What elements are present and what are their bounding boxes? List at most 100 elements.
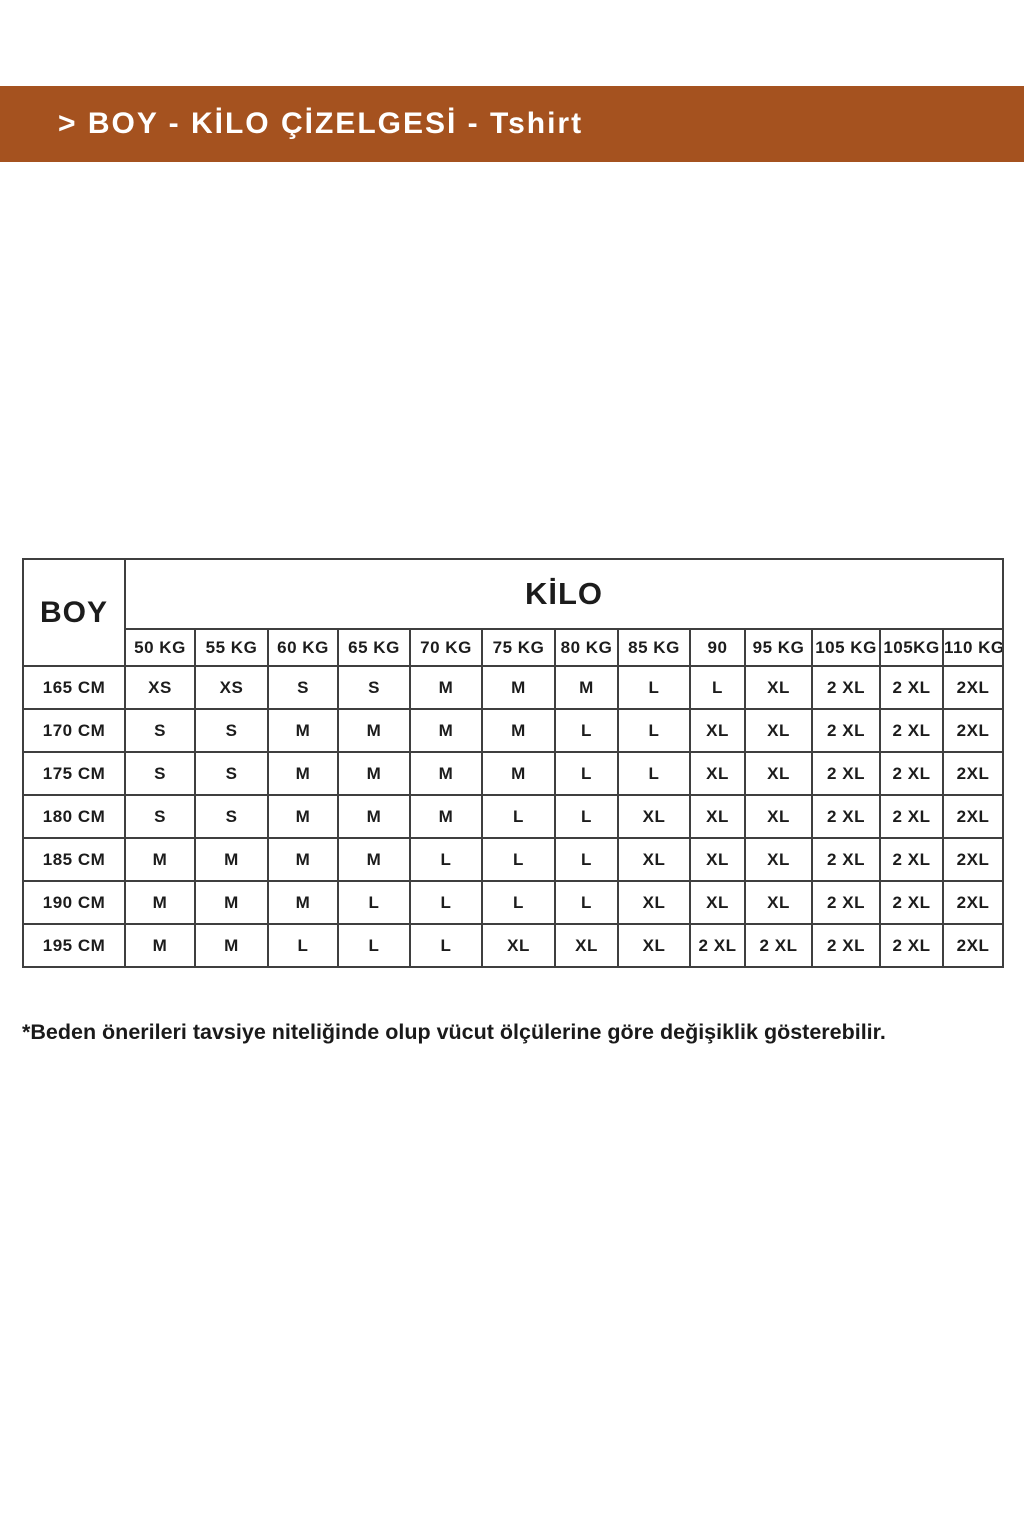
height-row-label: 185 CM: [22, 837, 126, 882]
size-cell: XL: [689, 708, 746, 753]
size-cell: M: [124, 923, 196, 968]
size-cell: 2 XL: [811, 665, 881, 710]
size-cell: S: [194, 751, 269, 796]
size-cell: 2 XL: [811, 794, 881, 839]
table-row: 180 CM S S M M M L L XL XL XL 2 XL 2 XL 2XL: [22, 794, 1005, 839]
size-cell: L: [337, 923, 411, 968]
size-cell: XL: [744, 837, 813, 882]
size-cell: L: [409, 880, 483, 925]
size-table: BOY KİLO 50 KG 55 KG 60 KG 65 KG 70 KG 75 KG 8…: [22, 558, 1005, 968]
weight-column-header: 90: [689, 628, 746, 667]
size-cell: XL: [744, 708, 813, 753]
size-cell: 2XL: [941, 751, 1005, 796]
size-cell: L: [554, 751, 619, 796]
weight-column-header: 65 KG: [337, 628, 411, 667]
size-cell: 2XL: [941, 665, 1005, 710]
size-cell: 2 XL: [879, 665, 944, 710]
size-cell: 2 XL: [879, 837, 944, 882]
size-cell: 2 XL: [689, 923, 746, 968]
size-cell: XL: [617, 837, 691, 882]
size-cell: M: [124, 837, 196, 882]
size-cell: 2XL: [941, 880, 1005, 925]
size-cell: L: [481, 837, 556, 882]
size-cell: XL: [689, 837, 746, 882]
size-cell: L: [554, 880, 619, 925]
size-cell: L: [337, 880, 411, 925]
size-cell: M: [337, 794, 411, 839]
page-title: > BOY - KİLO ÇİZELGESİ - Tshirt: [58, 107, 584, 140]
weight-column-header: 105KG: [879, 628, 944, 667]
size-cell: XL: [689, 751, 746, 796]
size-cell: 2 XL: [879, 751, 944, 796]
size-cell: 2 XL: [811, 751, 881, 796]
weight-column-header: 105 KG: [811, 628, 881, 667]
size-cell: 2 XL: [879, 794, 944, 839]
size-cell: XL: [744, 665, 813, 710]
size-cell: 2 XL: [744, 923, 813, 968]
size-cell: M: [481, 665, 556, 710]
size-cell: XL: [617, 794, 691, 839]
size-cell: 2XL: [941, 794, 1005, 839]
size-cell: M: [267, 708, 339, 753]
size-cell: XL: [689, 880, 746, 925]
size-cell: XL: [481, 923, 556, 968]
height-row-label: 180 CM: [22, 794, 126, 839]
size-cell: S: [267, 665, 339, 710]
size-cell: M: [194, 880, 269, 925]
size-cell: M: [194, 837, 269, 882]
size-cell: L: [617, 665, 691, 710]
weight-header-row: 50 KG 55 KG 60 KG 65 KG 70 KG 75 KG 80 KG 85 KG…: [23, 628, 1005, 667]
size-cell: L: [617, 708, 691, 753]
size-cell: L: [267, 923, 339, 968]
size-cell: M: [267, 751, 339, 796]
size-cell: XS: [124, 665, 196, 710]
size-cell: XL: [689, 794, 746, 839]
weight-column-header: 70 KG: [409, 628, 483, 667]
height-row-label: 165 CM: [22, 665, 126, 710]
size-cell: M: [481, 708, 556, 753]
weight-column-header: 80 KG: [554, 628, 619, 667]
size-cell: S: [124, 751, 196, 796]
size-cell: L: [554, 837, 619, 882]
group-header-row: BOY KİLO: [22, 558, 1005, 667]
size-cell: 2XL: [941, 837, 1005, 882]
size-cell: XS: [194, 665, 269, 710]
size-cell: M: [409, 751, 483, 796]
size-cell: 2 XL: [811, 880, 881, 925]
weight-column-header: 95 KG: [744, 628, 813, 667]
size-cell: 2 XL: [811, 837, 881, 882]
height-row-label: 190 CM: [22, 880, 126, 925]
size-cell: L: [409, 923, 483, 968]
size-cell: M: [267, 837, 339, 882]
height-column-header: BOY: [22, 558, 126, 667]
size-cell: M: [554, 665, 619, 710]
height-row-label: 170 CM: [22, 708, 126, 753]
footnote: *Beden önerileri tavsiye niteliğinde olu…: [22, 1020, 886, 1044]
size-cell: 2 XL: [879, 708, 944, 753]
size-cell: M: [124, 880, 196, 925]
size-cell: XL: [744, 880, 813, 925]
size-cell: M: [267, 880, 339, 925]
size-cell: S: [337, 665, 411, 710]
size-cell: L: [554, 794, 619, 839]
table-row: 165 CM XS XS S S M M M L L XL 2 XL 2 XL 2XL: [22, 665, 1005, 710]
size-cell: M: [481, 751, 556, 796]
size-cell: S: [194, 708, 269, 753]
title-banner: > BOY - KİLO ÇİZELGESİ - Tshirt: [0, 86, 1024, 162]
size-cell: L: [481, 794, 556, 839]
weight-column-header: 60 KG: [267, 628, 339, 667]
size-cell: XL: [554, 923, 619, 968]
size-cell: 2 XL: [879, 923, 944, 968]
size-cell: 2 XL: [879, 880, 944, 925]
table-row: 190 CM M M M L L L L XL XL XL 2 XL 2 XL 2XL: [22, 880, 1005, 925]
table-row: 175 CM S S M M M M L L XL XL 2 XL 2 XL 2XL: [22, 751, 1005, 796]
weight-column-header: 110 KG: [941, 628, 1005, 667]
weight-column-header: 75 KG: [481, 628, 556, 667]
size-cell: 2XL: [941, 708, 1005, 753]
size-cell: M: [409, 794, 483, 839]
size-cell: L: [409, 837, 483, 882]
weight-column-header: 50 KG: [124, 628, 196, 667]
size-cell: 2XL: [941, 923, 1005, 968]
size-cell: L: [554, 708, 619, 753]
